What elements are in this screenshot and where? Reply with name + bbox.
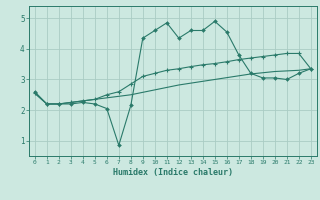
X-axis label: Humidex (Indice chaleur): Humidex (Indice chaleur): [113, 168, 233, 177]
